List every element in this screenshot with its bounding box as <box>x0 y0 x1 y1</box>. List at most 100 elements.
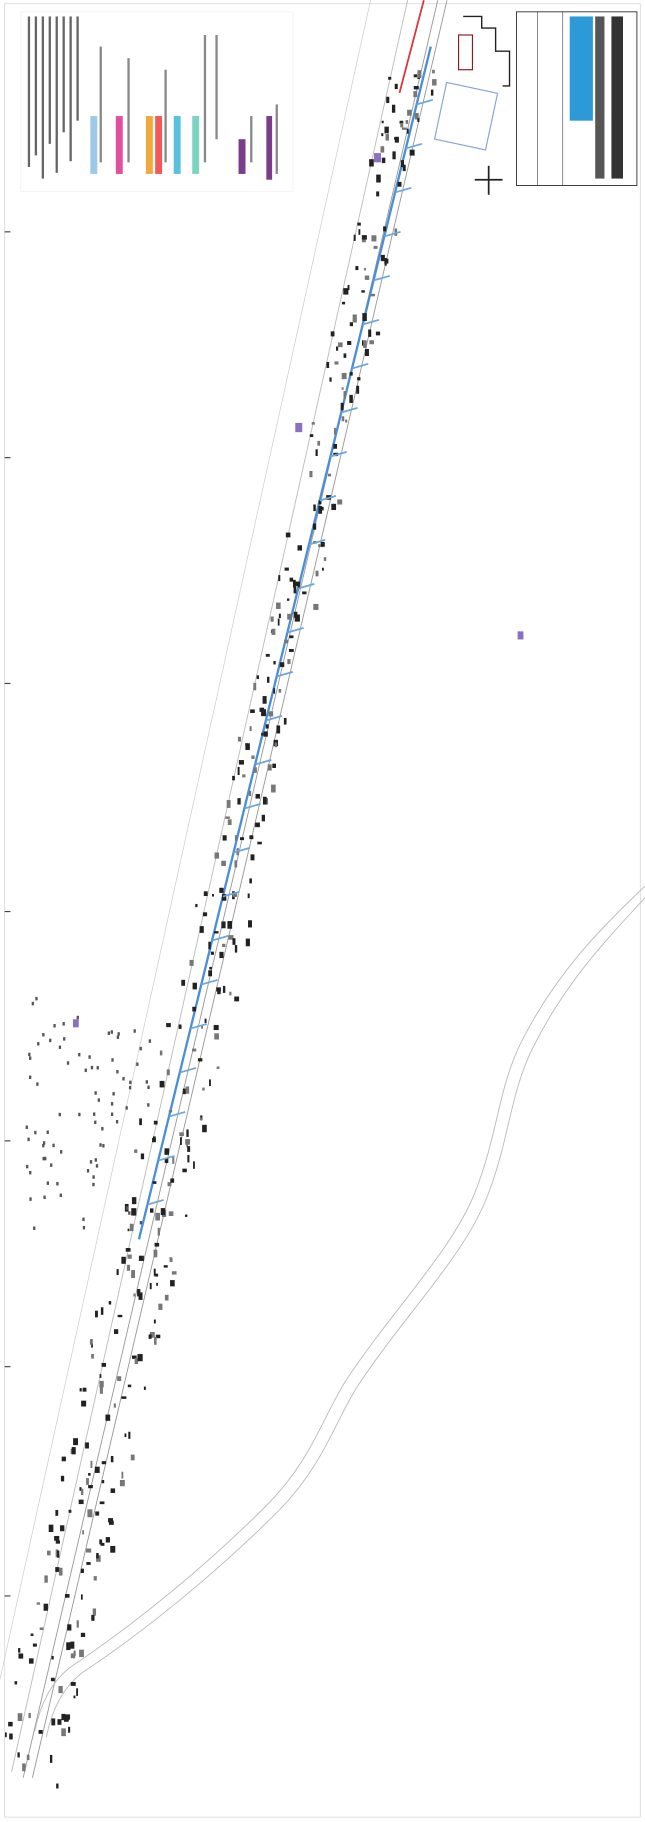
survey-point <box>185 1086 190 1094</box>
callout <box>244 803 261 810</box>
survey-point <box>55 1567 60 1572</box>
survey-point <box>130 1454 135 1461</box>
survey-point <box>381 133 384 137</box>
survey-point <box>182 1168 187 1173</box>
survey-point <box>101 1480 105 1484</box>
survey-point <box>152 1136 156 1141</box>
survey-point <box>49 1038 52 1043</box>
survey-point <box>99 1501 105 1505</box>
survey-point <box>122 1077 125 1081</box>
survey-point <box>313 603 319 610</box>
survey-point <box>371 235 377 242</box>
markers <box>72 153 524 1028</box>
survey-point <box>36 1602 41 1605</box>
survey-point <box>29 1075 32 1080</box>
survey-point <box>209 1079 211 1087</box>
survey-point <box>213 1024 219 1031</box>
survey-point <box>58 1112 61 1117</box>
callout <box>308 539 326 546</box>
survey-point <box>414 112 419 120</box>
survey-point <box>228 935 234 940</box>
survey-point <box>70 1653 76 1659</box>
survey-point <box>116 1069 119 1074</box>
survey-point <box>100 1307 104 1315</box>
text-line <box>41 16 45 179</box>
legend-labels <box>99 34 278 174</box>
survey-point <box>297 545 303 551</box>
survey-point <box>318 544 324 548</box>
survey-point <box>138 1292 143 1300</box>
survey-point <box>381 157 386 164</box>
survey-point <box>362 313 367 322</box>
survey-point <box>14 1681 18 1685</box>
survey-point <box>347 341 352 345</box>
location-box <box>457 34 474 71</box>
survey-point <box>355 266 359 271</box>
survey-point <box>302 591 307 595</box>
survey-point <box>149 1332 155 1338</box>
survey-point <box>139 1046 142 1051</box>
survey-point <box>127 1384 132 1388</box>
survey-point <box>139 1118 142 1126</box>
survey-point <box>148 1334 152 1339</box>
text-line <box>275 104 278 174</box>
survey-point <box>47 1550 51 1556</box>
survey-point <box>86 1548 92 1553</box>
text-line <box>55 16 58 173</box>
survey-point <box>343 288 349 295</box>
survey-point <box>232 775 235 781</box>
callout <box>168 1111 186 1118</box>
survey-point <box>30 1633 34 1636</box>
survey-point <box>28 1712 31 1719</box>
survey-point <box>234 996 240 1002</box>
callout <box>416 98 434 106</box>
survey-point <box>140 1153 145 1160</box>
survey-point <box>407 109 412 116</box>
river <box>34 885 645 1738</box>
survey-point <box>245 743 250 750</box>
survey-point <box>369 159 374 167</box>
survey-point <box>334 361 339 365</box>
survey-point <box>82 1225 86 1230</box>
survey-point <box>262 796 267 805</box>
survey-point <box>76 1620 79 1628</box>
survey-point <box>320 541 325 547</box>
survey-point <box>116 1269 119 1276</box>
callout <box>265 715 283 722</box>
survey-point <box>179 1132 184 1137</box>
survey-point <box>212 893 214 897</box>
survey-point <box>309 434 314 437</box>
survey-point <box>28 1052 31 1057</box>
survey-point <box>152 1181 157 1184</box>
survey-point <box>145 1080 148 1084</box>
survey-point <box>129 1223 134 1232</box>
survey-point <box>248 920 252 928</box>
survey-point <box>234 860 238 868</box>
survey-point <box>44 1575 48 1583</box>
survey-point <box>78 1112 81 1117</box>
survey-point <box>277 618 280 626</box>
survey-point <box>22 1763 26 1772</box>
survey-point <box>94 1091 97 1095</box>
survey-point <box>158 1303 163 1310</box>
survey-point <box>187 1146 191 1152</box>
survey-point <box>79 1388 82 1392</box>
survey-point <box>82 1217 85 1222</box>
survey-point <box>214 1033 219 1040</box>
callout <box>319 495 337 502</box>
survey-point <box>203 891 208 897</box>
survey-point <box>93 1112 96 1116</box>
survey-point <box>100 1542 105 1546</box>
survey-point <box>134 1357 139 1365</box>
survey-point <box>91 1353 94 1359</box>
survey-point <box>376 191 380 197</box>
survey-point <box>361 290 365 293</box>
survey-point <box>42 1141 46 1145</box>
survey-point <box>388 76 392 80</box>
survey-point <box>221 894 227 901</box>
survey-point <box>112 1092 115 1096</box>
survey-point <box>293 586 297 594</box>
swatch <box>155 116 163 174</box>
text-line <box>127 58 130 163</box>
